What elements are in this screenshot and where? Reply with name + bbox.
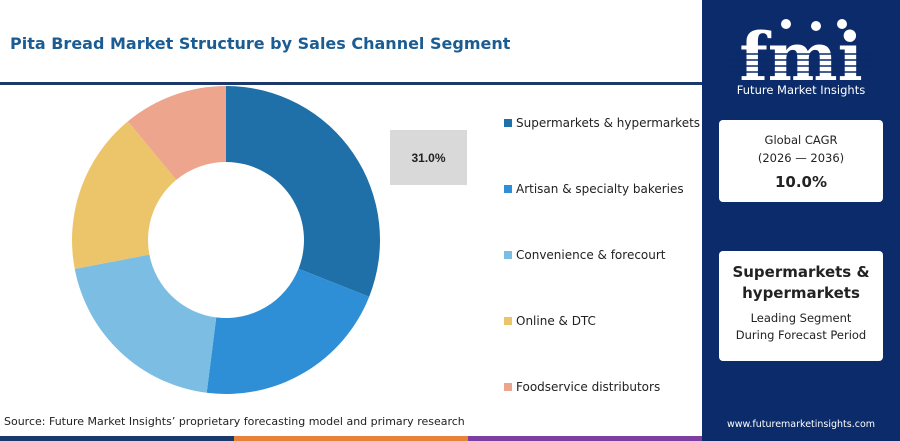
legend-label: Online & DTC [516, 314, 596, 328]
bottom-bar-segment [234, 436, 468, 441]
cagr-value: 10.0% [774, 173, 828, 191]
globe-icon [811, 21, 821, 31]
globe-icon [837, 19, 847, 29]
bottom-bar-segment [468, 436, 702, 441]
legend-item-convenience: Convenience & forecourt [504, 248, 666, 262]
globe-icon [781, 19, 791, 29]
bottom-accent-bar [0, 436, 702, 441]
donut-slice-3 [72, 121, 177, 269]
website-url: www.futuremarketinsights.com [726, 419, 876, 430]
callout-value: 31.0% [390, 130, 467, 185]
cagr-label: Global CAGR [764, 133, 838, 147]
bottom-bar-segment [0, 436, 234, 441]
logo-stripes [730, 53, 872, 73]
legend-label: Convenience & forecourt [516, 248, 666, 262]
brand-name: Future Market Insights [736, 83, 866, 97]
logo-letters: fmi [739, 18, 862, 96]
legend-item-online: Online & DTC [504, 314, 596, 328]
legend-label: Supermarkets & hypermarkets [516, 116, 701, 130]
donut-slice-0 [226, 86, 381, 297]
leading-segment-note: Leading Segment During Forecast Period [719, 310, 883, 344]
cagr-period: (2026 — 2036) [757, 151, 845, 165]
leading-segment-card: Supermarkets & hypermarkets Leading Segm… [719, 251, 883, 361]
source-note: Source: Future Market Insights’ propriet… [4, 415, 465, 428]
leading-segment-note-line: Leading Segment [750, 311, 852, 325]
legend-label: Foodservice distributors [516, 380, 661, 394]
donut-chart [72, 86, 381, 395]
brand-panel: fmi Future Market Insights Global CAGR (… [702, 0, 900, 441]
legend-swatch [504, 119, 512, 127]
legend-swatch [504, 383, 512, 391]
legend-item-artisan: Artisan & specialty bakeries [504, 182, 684, 196]
legend-label: Artisan & specialty bakeries [516, 182, 684, 196]
leading-segment-note-line: During Forecast Period [735, 328, 867, 342]
donut-slice-1 [206, 268, 370, 395]
legend-swatch [504, 317, 512, 325]
leading-segment-name: Supermarkets & hypermarkets [732, 263, 870, 302]
legend-swatch [504, 251, 512, 259]
donut-slice-2 [74, 254, 217, 393]
legend-swatch [504, 185, 512, 193]
chart-title: Pita Bread Market Structure by Sales Cha… [10, 34, 511, 53]
donut-slice-4 [127, 86, 226, 180]
fmi-logo: fmi [730, 18, 872, 96]
legend-item-supermarkets: Supermarkets & hypermarkets [504, 116, 700, 130]
legend-item-foodservice: Foodservice distributors [504, 380, 660, 394]
cagr-card: Global CAGR (2026 — 2036) 10.0% [719, 120, 883, 202]
title-divider [0, 82, 702, 85]
